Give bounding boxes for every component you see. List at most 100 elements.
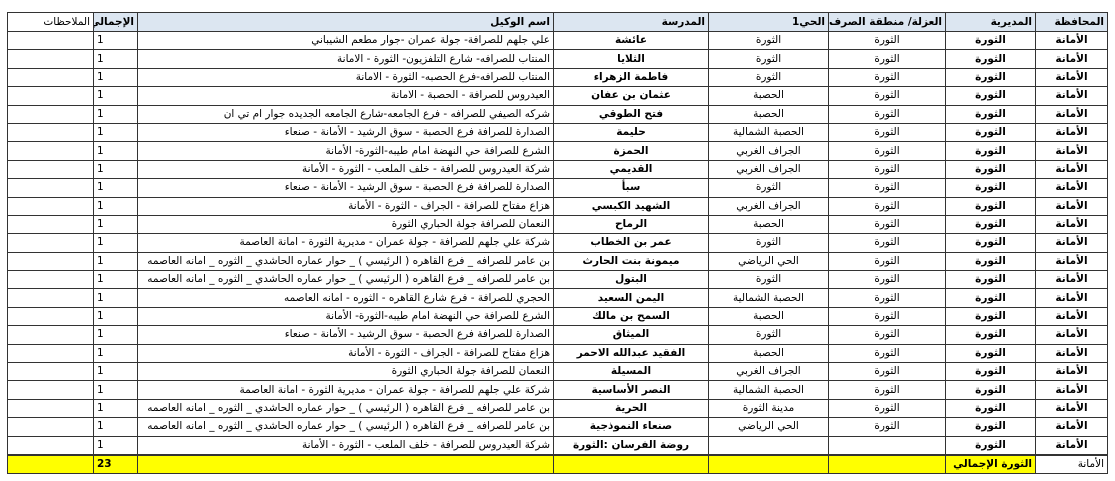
cell-governorate[interactable]: الأمانة	[1035, 30, 1108, 51]
cell-area[interactable]: الثورة	[828, 343, 946, 364]
cell-neighborhood[interactable]: الجراف الغربي	[708, 362, 829, 382]
cell-governorate[interactable]: الأمانة	[1035, 159, 1108, 180]
header-agent[interactable]: اسم الوكيل	[137, 12, 554, 32]
cell-total[interactable]: 1	[93, 325, 138, 345]
cell-governorate[interactable]: الأمانة	[1035, 67, 1108, 88]
cell-governorate[interactable]: الأمانة	[1035, 122, 1108, 143]
cell-school[interactable]: القديمي	[553, 159, 709, 180]
header-district[interactable]: المديرية	[945, 12, 1036, 32]
cell-school[interactable]: الحمزة	[553, 141, 709, 161]
cell-agent[interactable]: شركه الصيفي للصرافه - فرع الجامعه-شارع ا…	[137, 104, 554, 124]
cell-total[interactable]: 1	[93, 196, 138, 216]
cell-neighborhood[interactable]: الثورة	[708, 67, 829, 88]
cell-governorate[interactable]: الأمانة	[1035, 214, 1108, 235]
cell-school[interactable]: البتول	[553, 270, 709, 290]
cell-notes[interactable]	[7, 67, 94, 88]
cell-governorate[interactable]: الأمانة	[1035, 306, 1108, 327]
cell-neighborhood[interactable]	[708, 435, 829, 456]
cell-area[interactable]: الثورة	[828, 178, 946, 198]
cell-total[interactable]: 1	[93, 49, 138, 69]
cell-area[interactable]: الثورة	[828, 214, 946, 235]
cell-neighborhood[interactable]: الثورة	[708, 270, 829, 290]
total-count[interactable]: 23	[93, 453, 138, 475]
cell-district[interactable]: الثورة	[945, 270, 1036, 290]
cell-school[interactable]: فتح الطوقي	[553, 104, 709, 124]
total-agent[interactable]	[137, 453, 554, 475]
cell-notes[interactable]	[7, 435, 94, 456]
cell-governorate[interactable]: الأمانة	[1035, 417, 1108, 437]
cell-total[interactable]: 1	[93, 178, 138, 198]
cell-school[interactable]: المسيلة	[553, 362, 709, 382]
cell-total[interactable]: 1	[93, 270, 138, 290]
cell-school[interactable]: عمر بن الخطاب	[553, 233, 709, 253]
cell-school[interactable]: عثمان بن عفان	[553, 86, 709, 106]
cell-neighborhood[interactable]: الحي الرياضي	[708, 417, 829, 437]
cell-school[interactable]: روضة الفرسان :الثورة	[553, 435, 709, 456]
cell-agent[interactable]: بن عامر للصرافه _ فرع القاهره ( الرئيسي …	[137, 251, 554, 272]
cell-total[interactable]: 1	[93, 288, 138, 308]
cell-area[interactable]: الثورة	[828, 122, 946, 143]
cell-notes[interactable]	[7, 178, 94, 198]
cell-school[interactable]: سبأ	[553, 178, 709, 198]
cell-governorate[interactable]: الأمانة	[1035, 435, 1108, 456]
cell-notes[interactable]	[7, 159, 94, 180]
cell-neighborhood[interactable]: الثورة	[708, 49, 829, 69]
cell-district[interactable]: الثورة	[945, 251, 1036, 272]
cell-agent[interactable]: الصدارة للصرافة فرع الحصبة - سوق الرشيد …	[137, 325, 554, 345]
cell-governorate[interactable]: الأمانة	[1035, 398, 1108, 419]
cell-governorate[interactable]: الأمانة	[1035, 270, 1108, 290]
cell-governorate[interactable]: الأمانة	[1035, 178, 1108, 198]
cell-school[interactable]: الميثاق	[553, 325, 709, 345]
cell-notes[interactable]	[7, 325, 94, 345]
cell-school[interactable]: اليمن السعيد	[553, 288, 709, 308]
cell-notes[interactable]	[7, 417, 94, 437]
cell-total[interactable]: 1	[93, 435, 138, 456]
cell-area[interactable]: الثورة	[828, 270, 946, 290]
cell-total[interactable]: 1	[93, 122, 138, 143]
cell-total[interactable]: 1	[93, 104, 138, 124]
cell-governorate[interactable]: الأمانة	[1035, 380, 1108, 400]
cell-total[interactable]: 1	[93, 141, 138, 161]
cell-agent[interactable]: النعمان للصرافة جولة الحباري الثورة	[137, 214, 554, 235]
cell-total[interactable]: 1	[93, 398, 138, 419]
cell-agent[interactable]: النعمان للصرافة جولة الحباري الثورة	[137, 362, 554, 382]
cell-notes[interactable]	[7, 288, 94, 308]
header-total[interactable]: الإجمالي	[93, 12, 138, 32]
total-district[interactable]: الثورة الإجمالي	[945, 453, 1036, 475]
cell-governorate[interactable]: الأمانة	[1035, 86, 1108, 106]
cell-district[interactable]: الثورة	[945, 343, 1036, 364]
cell-district[interactable]: الثورة	[945, 86, 1036, 106]
cell-district[interactable]: الثورة	[945, 325, 1036, 345]
cell-neighborhood[interactable]: الحصبة	[708, 306, 829, 327]
cell-area[interactable]: الثورة	[828, 86, 946, 106]
cell-total[interactable]: 1	[93, 306, 138, 327]
cell-notes[interactable]	[7, 122, 94, 143]
cell-total[interactable]: 1	[93, 30, 138, 51]
cell-school[interactable]: صنعاء النموذجية	[553, 417, 709, 437]
total-notes[interactable]	[7, 453, 94, 475]
cell-neighborhood[interactable]: الحصبة	[708, 86, 829, 106]
cell-total[interactable]: 1	[93, 380, 138, 400]
cell-agent[interactable]: المنتاب للصرافه- شارع التلفزيون- الثورة …	[137, 49, 554, 69]
cell-area[interactable]: الثورة	[828, 30, 946, 51]
cell-agent[interactable]: الشرع للصرافة حي النهضة امام طيبه-الثورة…	[137, 306, 554, 327]
cell-notes[interactable]	[7, 141, 94, 161]
cell-total[interactable]: 1	[93, 362, 138, 382]
cell-school[interactable]: الثلايا	[553, 49, 709, 69]
cell-neighborhood[interactable]: الحصبة	[708, 343, 829, 364]
cell-agent[interactable]: شركة العيدروس للصرافة - خلف الملعب - الث…	[137, 435, 554, 456]
header-neighborhood[interactable]: الحي1	[708, 12, 829, 32]
cell-notes[interactable]	[7, 233, 94, 253]
cell-district[interactable]: الثورة	[945, 49, 1036, 69]
cell-neighborhood[interactable]: الحصبة الشمالية	[708, 380, 829, 400]
cell-neighborhood[interactable]: مدينة الثورة	[708, 398, 829, 419]
cell-school[interactable]: النصر الأساسية	[553, 380, 709, 400]
cell-governorate[interactable]: الأمانة	[1035, 49, 1108, 69]
cell-district[interactable]: الثورة	[945, 141, 1036, 161]
cell-district[interactable]: الثورة	[945, 380, 1036, 400]
cell-area[interactable]: الثورة	[828, 362, 946, 382]
cell-total[interactable]: 1	[93, 67, 138, 88]
cell-area[interactable]: الثورة	[828, 141, 946, 161]
cell-governorate[interactable]: الأمانة	[1035, 104, 1108, 124]
cell-school[interactable]: الفقيد عبدالله الاحمر	[553, 343, 709, 364]
